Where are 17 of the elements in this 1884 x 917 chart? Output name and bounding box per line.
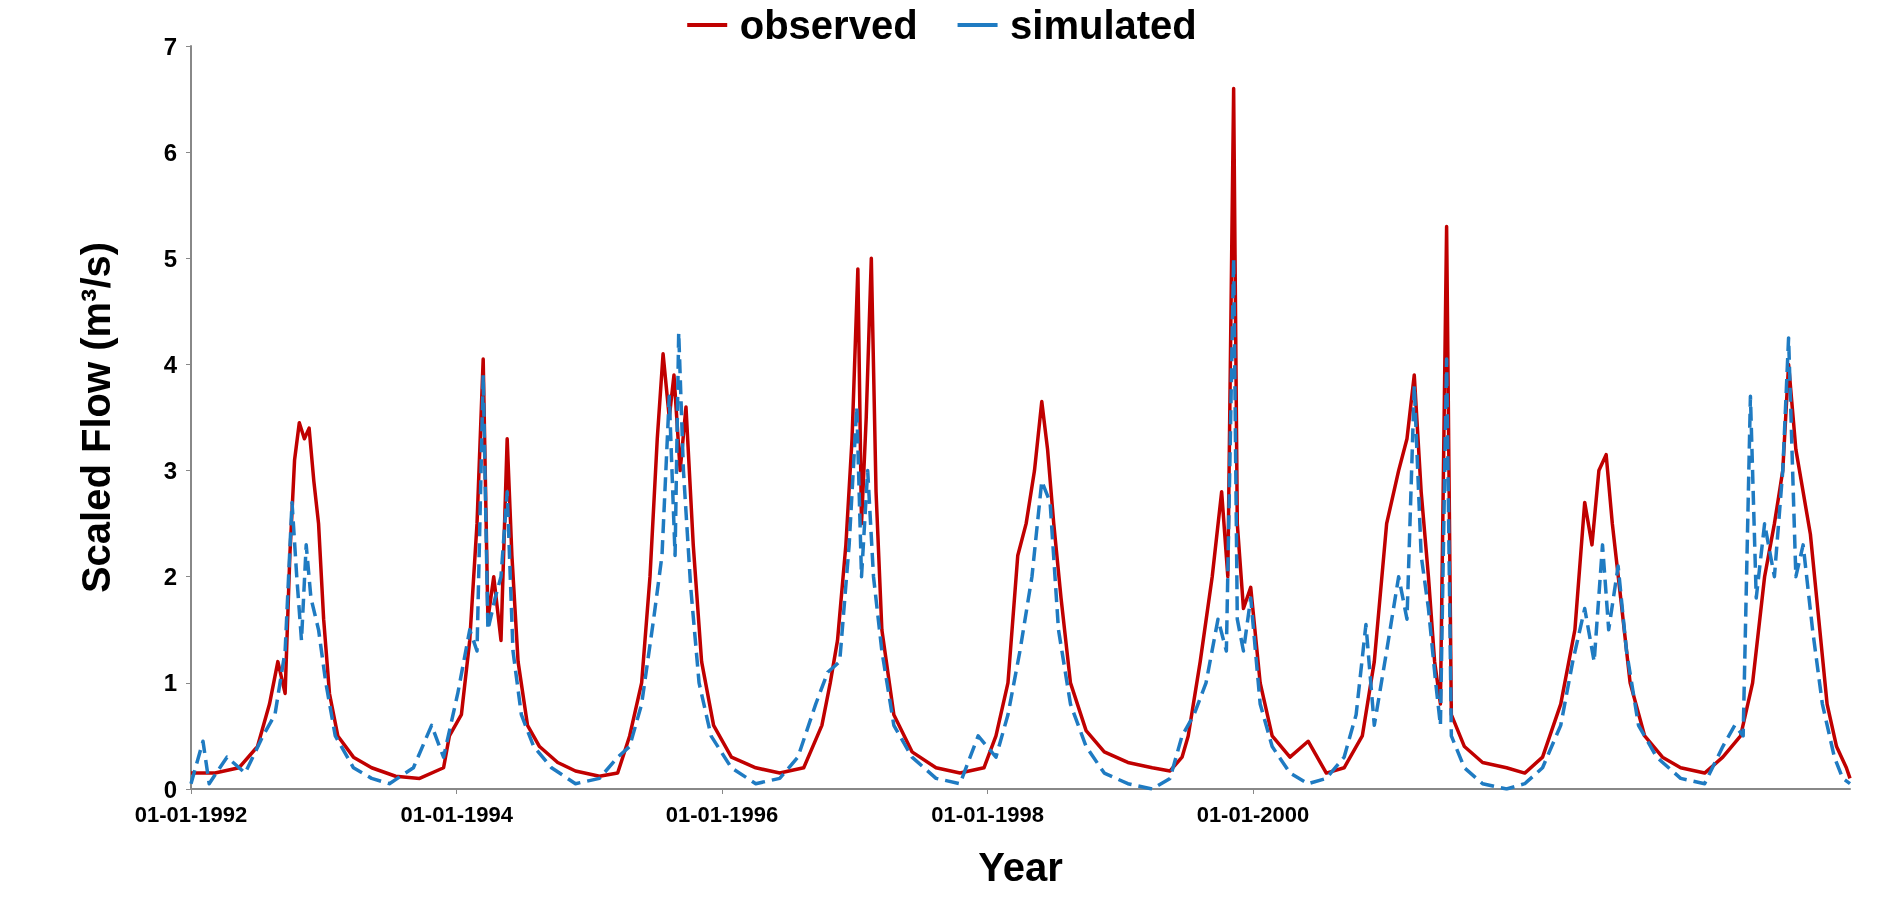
legend-label: observed (739, 3, 918, 47)
y-tick-label: 5 (163, 244, 177, 272)
y-axis-title: Scaled Flow (m³/s) (74, 241, 118, 594)
x-axis-title: Year (978, 845, 1063, 889)
y-tick-label: 7 (163, 32, 177, 60)
x-tick-label: 01-01-2000 (1196, 801, 1310, 827)
y-tick-label: 1 (163, 669, 177, 697)
y-tick-label: 3 (163, 457, 177, 485)
y-tick-label: 0 (163, 775, 177, 803)
x-tick-label: 01-01-1992 (134, 801, 248, 827)
x-tick-label: 01-01-1998 (931, 801, 1044, 827)
y-tick-label: 4 (163, 350, 178, 378)
x-tick-label: 01-01-1994 (400, 801, 514, 827)
x-tick-label: 01-01-1996 (665, 801, 779, 827)
legend-label: simulated (1010, 3, 1197, 47)
y-tick-label: 2 (163, 563, 177, 591)
y-tick-label: 6 (163, 138, 177, 166)
